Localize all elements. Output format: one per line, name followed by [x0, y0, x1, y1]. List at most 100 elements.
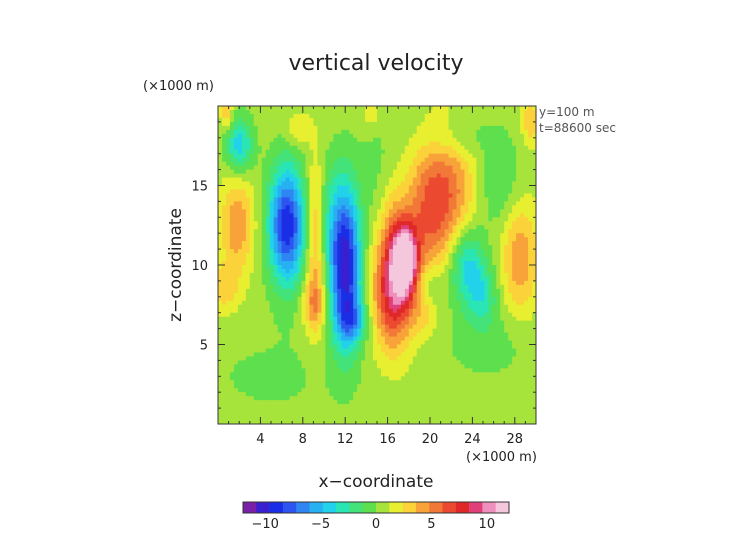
heatmap-cell [313, 121, 318, 127]
heatmap-cell [269, 284, 275, 290]
heatmap-cell [237, 336, 243, 342]
heatmap-cell [261, 344, 267, 350]
heatmap-cell [357, 117, 362, 123]
heatmap-cell [496, 280, 501, 286]
heatmap-cell [468, 106, 474, 111]
heatmap-cell [408, 257, 414, 262]
heatmap-cell [353, 316, 358, 322]
heatmap-cell [269, 113, 275, 119]
heatmap-cell [237, 121, 243, 127]
heatmap-cell [480, 225, 485, 230]
heatmap-cell [520, 336, 525, 342]
heatmap-cell [388, 157, 394, 163]
heatmap-cell [329, 340, 334, 346]
heatmap-cell [233, 312, 239, 318]
heatmap-cell [273, 233, 279, 238]
heatmap-cell [305, 304, 311, 310]
heatmap-cell [400, 328, 406, 334]
heatmap-cell [476, 125, 481, 131]
heatmap-cell [444, 177, 450, 183]
heatmap-cell [301, 205, 307, 210]
heatmap-cell [241, 149, 247, 155]
heatmap-cell [321, 173, 326, 179]
heatmap-cell [265, 296, 271, 302]
heatmap-cell [337, 117, 342, 123]
heatmap-cell [325, 221, 330, 226]
heatmap-cell [341, 261, 346, 266]
heatmap-cell [305, 109, 311, 115]
heatmap-cell [532, 145, 536, 151]
heatmap-cell [305, 197, 311, 203]
heatmap-cell [377, 257, 382, 262]
heatmap-cell [492, 145, 497, 151]
heatmap-cell [504, 193, 509, 199]
heatmap-cell [412, 332, 418, 338]
heatmap-cell [528, 344, 533, 350]
heatmap-cell [257, 304, 263, 310]
heatmap-cell [237, 189, 243, 195]
heatmap-cell [293, 229, 299, 234]
heatmap-cell [500, 272, 505, 278]
heatmap-cell [528, 197, 533, 203]
heatmap-cell [428, 209, 434, 214]
heatmap-cell [345, 145, 350, 151]
heatmap-cell [321, 109, 326, 115]
heatmap-cell [261, 276, 267, 282]
heatmap-cell [237, 284, 243, 290]
heatmap-cell [317, 181, 322, 187]
heatmap-cell [452, 308, 458, 314]
heatmap-cell [305, 149, 311, 155]
heatmap-cell [289, 113, 295, 119]
heatmap-cell [412, 308, 418, 314]
heatmap-cell [492, 153, 497, 159]
heatmap-cell [369, 106, 374, 111]
heatmap-cell [221, 320, 227, 326]
heatmap-cell [257, 121, 263, 127]
heatmap-cell [293, 121, 299, 127]
heatmap-cell [341, 300, 346, 306]
heatmap-cell [388, 185, 394, 191]
heatmap-cell [524, 316, 529, 322]
heatmap-cell [249, 288, 255, 294]
heatmap-cell [309, 241, 315, 246]
heatmap-cell [428, 161, 434, 167]
heatmap-cell [357, 328, 362, 334]
heatmap-cell [428, 268, 434, 274]
heatmap-cell [241, 213, 247, 218]
heatmap-cell [265, 300, 271, 306]
heatmap-cell [233, 193, 239, 199]
heatmap-cell [281, 117, 287, 123]
heatmap-cell [420, 193, 426, 199]
heatmap-cell [353, 312, 358, 318]
heatmap-cell [333, 296, 338, 302]
heatmap-cell [273, 169, 279, 175]
heatmap-cell [432, 316, 438, 322]
heatmap-cell [349, 165, 354, 171]
heatmap-cell [285, 117, 291, 123]
heatmap-cell [349, 193, 354, 199]
heatmap-cell [524, 113, 529, 119]
heatmap-cell [249, 181, 255, 187]
heatmap-cell [365, 276, 370, 282]
heatmap-cell [384, 209, 390, 214]
heatmap-cell [428, 304, 434, 310]
heatmap-cell [396, 193, 402, 199]
heatmap-cell [484, 201, 489, 206]
heatmap-cell [444, 197, 450, 203]
heatmap-cell [496, 261, 501, 266]
heatmap-cell [392, 221, 398, 226]
heatmap-cell [460, 249, 466, 254]
heatmap-cell [428, 177, 434, 183]
heatmap-cell [273, 348, 279, 354]
heatmap-cell [349, 189, 354, 195]
heatmap-cell [468, 141, 474, 147]
heatmap-cell [408, 336, 414, 342]
heatmap-cell [313, 316, 318, 322]
heatmap-cell [424, 344, 430, 350]
heatmap-cell [309, 177, 315, 183]
heatmap-cell [456, 106, 462, 111]
heatmap-cell [349, 125, 354, 131]
heatmap-cell [472, 268, 477, 274]
heatmap-cell [408, 245, 414, 250]
heatmap-cell [301, 316, 307, 322]
